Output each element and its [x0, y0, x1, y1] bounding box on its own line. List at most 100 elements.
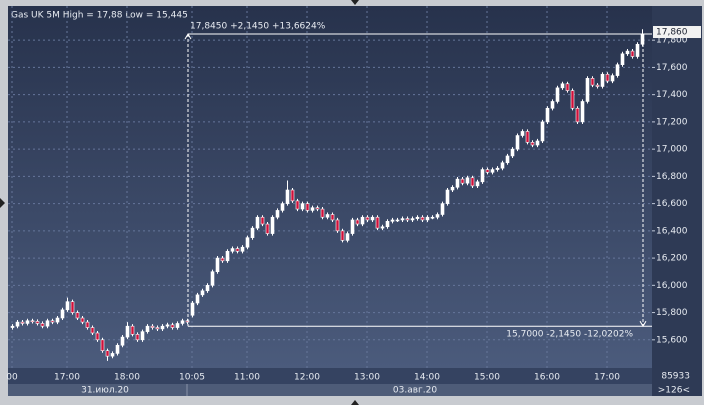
- candle-body: [540, 121, 545, 142]
- candle-body: [60, 309, 65, 319]
- candle-body: [20, 321, 25, 324]
- candle-body: [425, 216, 430, 221]
- candle-body: [270, 216, 275, 234]
- candle-body: [575, 107, 580, 123]
- x-tick-label: 17:00: [594, 373, 620, 383]
- last-price-label: 17,860: [656, 28, 688, 38]
- chart-title: Gas UK 5M High = 17,88 Low = 15,445: [11, 11, 188, 21]
- last-price-box: [653, 26, 701, 39]
- candle-body: [475, 181, 480, 187]
- candle-body: [200, 290, 205, 296]
- candle-body: [565, 83, 570, 91]
- y-tick-label: 16,800: [656, 172, 688, 182]
- candle-body: [500, 162, 505, 169]
- x-tick-label: 10:05: [179, 373, 205, 383]
- candle-body: [250, 227, 255, 238]
- candle-body: [210, 271, 215, 286]
- candle-body: [180, 320, 185, 324]
- y-tick-label: 17,000: [656, 145, 688, 155]
- candle-body: [620, 53, 625, 65]
- price-axis: [652, 6, 702, 368]
- candle-body: [485, 169, 490, 173]
- date-label: 03.авг.20: [393, 386, 437, 396]
- candle-body: [135, 334, 140, 341]
- candle-body: [615, 64, 620, 76]
- candle-body: [480, 169, 485, 183]
- time-axis: [8, 368, 702, 384]
- y-tick-label: 17,200: [656, 117, 688, 127]
- visible-count: >126<: [658, 386, 690, 396]
- candle-body: [215, 257, 220, 273]
- candle-body: [70, 301, 75, 313]
- candle-body: [470, 177, 475, 187]
- candle-body: [585, 78, 590, 102]
- candle-body: [195, 294, 200, 304]
- candle-body: [295, 200, 300, 210]
- candle-body: [150, 325, 155, 328]
- candle-body: [310, 207, 315, 211]
- candle-body: [95, 332, 100, 341]
- candle-body: [530, 142, 535, 146]
- y-tick-label: 17,400: [656, 90, 688, 100]
- candle-body: [635, 43, 640, 57]
- x-tick-label: 00: [6, 373, 18, 383]
- candle-body: [370, 216, 375, 221]
- candle-body: [465, 177, 470, 184]
- candle-body: [340, 230, 345, 241]
- candle-body: [365, 216, 370, 221]
- candle-body: [350, 219, 355, 234]
- candle-body: [165, 324, 170, 327]
- candle-body: [40, 323, 45, 327]
- candle-body: [505, 155, 510, 164]
- candle-body: [330, 214, 335, 221]
- plot-area: [8, 6, 652, 368]
- x-tick-label: 11:00: [234, 373, 260, 383]
- candle-body: [10, 325, 15, 328]
- candle-body: [285, 189, 290, 204]
- y-tick-label: 15,600: [656, 335, 688, 345]
- candle-body: [55, 317, 60, 323]
- candle-body: [460, 178, 465, 184]
- y-tick-label: 16,200: [656, 254, 688, 264]
- candle-body: [390, 219, 395, 222]
- candle-body: [590, 78, 595, 86]
- candle-body: [80, 317, 85, 323]
- y-tick-label: 16,000: [656, 281, 688, 291]
- candle-body: [405, 218, 410, 221]
- x-tick-label: 12:00: [294, 373, 320, 383]
- candle-body: [280, 203, 285, 211]
- candle-body: [430, 216, 435, 219]
- candle-body: [65, 301, 70, 311]
- candle-body: [155, 327, 160, 330]
- candle-body: [605, 73, 610, 82]
- candle-body: [45, 320, 50, 327]
- scroll-arrow: [351, 400, 359, 405]
- measure-arrow: [639, 320, 647, 328]
- candle-body: [110, 353, 115, 357]
- candle-body: [255, 216, 260, 229]
- candle-body: [325, 214, 330, 218]
- candle-body: [145, 325, 150, 332]
- candle-body: [220, 257, 225, 262]
- candle-body: [440, 203, 445, 215]
- y-tick-label: 17,800: [656, 36, 688, 46]
- candle-body: [90, 327, 95, 334]
- candle-body: [555, 87, 560, 102]
- date-label: 31.июл.20: [81, 386, 129, 396]
- candle-body: [225, 250, 230, 262]
- candle-body: [625, 50, 630, 55]
- candle-body: [595, 84, 600, 87]
- candle-body: [420, 216, 425, 221]
- candle-body: [415, 216, 420, 219]
- candle-body: [580, 101, 585, 123]
- candle-body: [35, 321, 40, 324]
- candle-body: [15, 321, 20, 327]
- candle-body: [355, 219, 360, 225]
- candle-body: [275, 210, 280, 218]
- corner: [652, 368, 702, 396]
- scroll-arrow: [351, 0, 359, 5]
- candle-body: [525, 131, 530, 143]
- candle-body: [245, 237, 250, 248]
- candle-body: [230, 248, 235, 252]
